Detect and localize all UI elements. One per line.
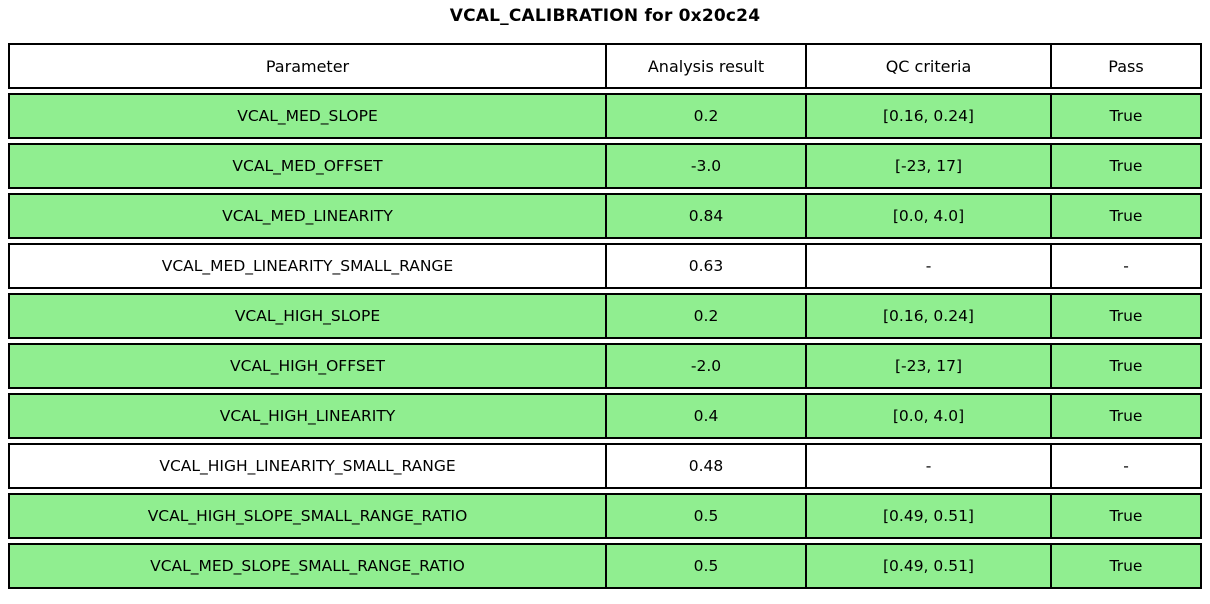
table-row: VCAL_HIGH_SLOPE 0.2 [0.16, 0.24] True (8, 293, 1202, 339)
qc-criteria-cell: [-23, 17] (805, 143, 1052, 189)
qc-criteria-cell: [0.49, 0.51] (805, 543, 1052, 589)
qc-criteria-cell: [0.0, 4.0] (805, 393, 1052, 439)
analysis-result-cell: 0.2 (605, 293, 807, 339)
analysis-result-cell: 0.48 (605, 443, 807, 489)
parameter-cell: VCAL_HIGH_LINEARITY_SMALL_RANGE (8, 443, 607, 489)
table-body: VCAL_MED_SLOPE 0.2 [0.16, 0.24] True VCAL_ME… (8, 93, 1202, 589)
qc-criteria-cell: - (805, 443, 1052, 489)
table-row: VCAL_MED_OFFSET -3.0 [-23, 17] True (8, 143, 1202, 189)
table-row: VCAL_MED_SLOPE_SMALL_RANGE_RATIO 0.5 [0.49… (8, 543, 1202, 589)
analysis-result-cell: -3.0 (605, 143, 807, 189)
table-row: VCAL_MED_LINEARITY_SMALL_RANGE 0.63- - (8, 243, 1202, 289)
pass-cell: True (1050, 93, 1202, 139)
header-analysis-result: Analysis result (605, 43, 807, 89)
table-header-row: Parameter Analysis result QC criteria Pa… (8, 43, 1202, 89)
header-pass: Pass (1050, 43, 1202, 89)
table-row: VCAL_HIGH_LINEARITY 0.4 [0.0, 4.0] True (8, 393, 1202, 439)
pass-cell: True (1050, 193, 1202, 239)
analysis-result-cell: -2.0 (605, 343, 807, 389)
pass-cell: True (1050, 293, 1202, 339)
qc-criteria-cell: [0.49, 0.51] (805, 493, 1052, 539)
parameter-cell: VCAL_HIGH_OFFSET (8, 343, 607, 389)
pass-cell: True (1050, 343, 1202, 389)
pass-cell: True (1050, 493, 1202, 539)
parameter-cell: VCAL_MED_LINEARITY_SMALL_RANGE (8, 243, 607, 289)
qc-criteria-cell: [0.16, 0.24] (805, 93, 1052, 139)
header-qc-criteria: QC criteria (805, 43, 1052, 89)
analysis-result-cell: 0.63 (605, 243, 807, 289)
parameter-cell: VCAL_MED_SLOPE (8, 93, 607, 139)
analysis-result-cell: 0.84 (605, 193, 807, 239)
parameter-cell: VCAL_MED_LINEARITY (8, 193, 607, 239)
pass-cell: True (1050, 543, 1202, 589)
parameter-cell: VCAL_HIGH_SLOPE_SMALL_RANGE_RATIO (8, 493, 607, 539)
pass-cell: True (1050, 393, 1202, 439)
pass-cell: True (1050, 143, 1202, 189)
table-row: VCAL_HIGH_LINEARITY_SMALL_RANGE 0.48- - (8, 443, 1202, 489)
table-row: VCAL_MED_LINEARITY 0.84 [0.0, 4.0] True (8, 193, 1202, 239)
qc-criteria-cell: [-23, 17] (805, 343, 1052, 389)
parameter-cell: VCAL_MED_OFFSET (8, 143, 607, 189)
analysis-result-cell: 0.5 (605, 543, 807, 589)
parameter-cell: VCAL_HIGH_SLOPE (8, 293, 607, 339)
table-row: VCAL_HIGH_OFFSET -2.0 [-23, 17] True (8, 343, 1202, 389)
qc-criteria-cell: - (805, 243, 1052, 289)
figure-title: VCAL_CALIBRATION for 0x20c24 (449, 6, 761, 26)
qc-results-table: Parameter Analysis result QC criteria Pa… (8, 43, 1202, 593)
analysis-result-cell: 0.2 (605, 93, 807, 139)
table-row: VCAL_MED_SLOPE 0.2 [0.16, 0.24] True (8, 93, 1202, 139)
qc-criteria-cell: [0.16, 0.24] (805, 293, 1052, 339)
parameter-cell: VCAL_HIGH_LINEARITY (8, 393, 607, 439)
analysis-result-cell: 0.4 (605, 393, 807, 439)
pass-cell: - (1050, 243, 1202, 289)
analysis-result-cell: 0.5 (605, 493, 807, 539)
pass-cell: - (1050, 443, 1202, 489)
header-parameter: Parameter (8, 43, 607, 89)
parameter-cell: VCAL_MED_SLOPE_SMALL_RANGE_RATIO (8, 543, 607, 589)
table-row: VCAL_HIGH_SLOPE_SMALL_RANGE_RATIO 0.5 [0.4… (8, 493, 1202, 539)
qc-criteria-cell: [0.0, 4.0] (805, 193, 1052, 239)
